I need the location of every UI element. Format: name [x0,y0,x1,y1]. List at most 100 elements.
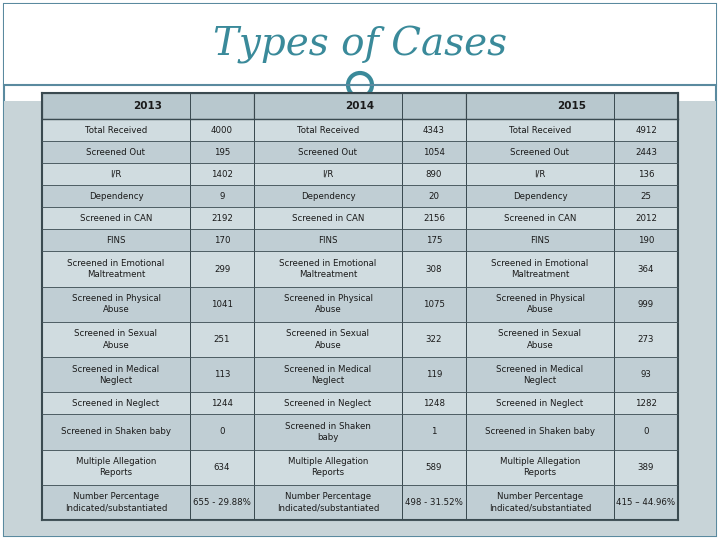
Text: 498 - 31.52%: 498 - 31.52% [405,498,463,507]
FancyBboxPatch shape [190,357,254,393]
FancyBboxPatch shape [190,450,254,485]
FancyBboxPatch shape [190,119,254,141]
FancyBboxPatch shape [42,207,190,230]
FancyBboxPatch shape [190,393,254,414]
FancyBboxPatch shape [254,252,402,287]
Text: 655 - 29.88%: 655 - 29.88% [193,498,251,507]
FancyBboxPatch shape [402,207,466,230]
FancyBboxPatch shape [402,185,466,207]
Text: Number Percentage
Indicated/substantiated: Number Percentage Indicated/substantiate… [489,492,591,512]
Text: Screened in Shaken baby: Screened in Shaken baby [485,428,595,436]
Text: 2015: 2015 [557,101,587,111]
FancyBboxPatch shape [402,287,466,322]
FancyBboxPatch shape [402,393,466,414]
Text: Multiple Allegation
Reports: Multiple Allegation Reports [76,457,156,477]
FancyBboxPatch shape [614,322,678,357]
FancyBboxPatch shape [466,185,614,207]
FancyBboxPatch shape [42,230,190,252]
FancyBboxPatch shape [402,164,466,185]
Text: 4343: 4343 [423,126,445,135]
Text: 389: 389 [638,463,654,471]
Text: Screened in Emotional
Maltreatment: Screened in Emotional Maltreatment [68,259,165,279]
FancyBboxPatch shape [190,164,254,185]
FancyBboxPatch shape [614,164,678,185]
FancyBboxPatch shape [190,414,254,450]
FancyBboxPatch shape [466,357,614,393]
FancyBboxPatch shape [254,393,402,414]
Text: Dependency: Dependency [513,192,567,201]
FancyBboxPatch shape [254,230,402,252]
Text: 190: 190 [638,236,654,245]
FancyBboxPatch shape [614,185,678,207]
Text: Screened in CAN: Screened in CAN [504,214,576,223]
Text: Screened in Physical
Abuse: Screened in Physical Abuse [495,294,585,314]
FancyBboxPatch shape [466,141,614,164]
Text: FINS: FINS [318,236,338,245]
Text: 415 – 44.96%: 415 – 44.96% [616,498,675,507]
FancyBboxPatch shape [466,322,614,357]
FancyBboxPatch shape [614,287,678,322]
FancyBboxPatch shape [4,101,716,536]
FancyBboxPatch shape [42,141,190,164]
FancyBboxPatch shape [614,252,678,287]
Text: Total Received: Total Received [509,126,571,135]
Text: 1041: 1041 [211,300,233,309]
Text: 136: 136 [638,170,654,179]
Text: Number Percentage
Indicated/substantiated: Number Percentage Indicated/substantiate… [65,492,167,512]
Text: Screened in Medical
Neglect: Screened in Medical Neglect [496,364,584,385]
FancyBboxPatch shape [614,119,678,141]
FancyBboxPatch shape [402,485,466,520]
FancyBboxPatch shape [42,164,190,185]
FancyBboxPatch shape [614,141,678,164]
Text: Dependency: Dependency [301,192,355,201]
FancyBboxPatch shape [4,4,716,536]
FancyBboxPatch shape [190,252,254,287]
FancyBboxPatch shape [466,287,614,322]
FancyBboxPatch shape [402,252,466,287]
Text: 2012: 2012 [635,214,657,223]
Text: Screened Out: Screened Out [299,148,358,157]
FancyBboxPatch shape [42,450,190,485]
FancyBboxPatch shape [466,414,614,450]
FancyBboxPatch shape [254,485,402,520]
FancyBboxPatch shape [466,450,614,485]
Text: 251: 251 [214,335,230,344]
Text: 1054: 1054 [423,148,445,157]
Text: 999: 999 [638,300,654,309]
Text: 2013: 2013 [133,101,163,111]
Text: Screened in Sexual
Abuse: Screened in Sexual Abuse [74,329,158,349]
Text: Multiple Allegation
Reports: Multiple Allegation Reports [500,457,580,477]
Text: Screened in Emotional
Maltreatment: Screened in Emotional Maltreatment [279,259,377,279]
Text: Total Received: Total Received [85,126,147,135]
FancyBboxPatch shape [466,119,614,141]
Text: 890: 890 [426,170,442,179]
Text: Screened in CAN: Screened in CAN [292,214,364,223]
FancyBboxPatch shape [614,393,678,414]
FancyBboxPatch shape [42,119,190,141]
FancyBboxPatch shape [402,322,466,357]
Text: 113: 113 [214,370,230,379]
Text: Screened in Sexual
Abuse: Screened in Sexual Abuse [498,329,582,349]
FancyBboxPatch shape [614,357,678,393]
FancyBboxPatch shape [402,230,466,252]
FancyBboxPatch shape [42,393,190,414]
Text: 2192: 2192 [211,214,233,223]
FancyBboxPatch shape [402,119,466,141]
Text: 0: 0 [643,428,649,436]
Text: Screened in Sexual
Abuse: Screened in Sexual Abuse [287,329,369,349]
FancyBboxPatch shape [42,93,254,119]
FancyBboxPatch shape [190,230,254,252]
Text: FINS: FINS [530,236,550,245]
FancyBboxPatch shape [254,93,466,119]
Text: 9: 9 [220,192,225,201]
Text: 93: 93 [641,370,652,379]
Text: FINS: FINS [107,236,126,245]
Text: 2156: 2156 [423,214,445,223]
FancyBboxPatch shape [190,322,254,357]
FancyBboxPatch shape [466,252,614,287]
FancyBboxPatch shape [402,141,466,164]
FancyBboxPatch shape [466,393,614,414]
Text: I/R: I/R [323,170,333,179]
Text: 1402: 1402 [211,170,233,179]
Text: Screened in CAN: Screened in CAN [80,214,152,223]
